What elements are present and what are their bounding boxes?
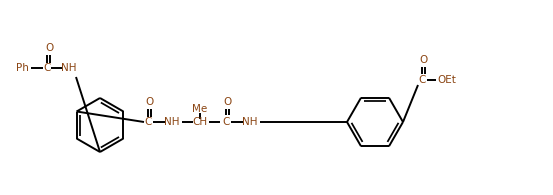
- Text: O: O: [223, 97, 231, 107]
- Text: Me: Me: [192, 104, 207, 114]
- Text: C: C: [144, 117, 152, 127]
- Text: Ph: Ph: [15, 63, 28, 73]
- Text: NH: NH: [164, 117, 180, 127]
- Text: O: O: [145, 97, 153, 107]
- Text: NH: NH: [242, 117, 258, 127]
- Text: O: O: [419, 55, 427, 65]
- Text: CH: CH: [192, 117, 207, 127]
- Text: O: O: [45, 43, 53, 53]
- Text: NH: NH: [61, 63, 77, 73]
- Text: C: C: [418, 75, 426, 85]
- Text: C: C: [222, 117, 229, 127]
- Text: C: C: [43, 63, 51, 73]
- Text: OEt: OEt: [437, 75, 456, 85]
